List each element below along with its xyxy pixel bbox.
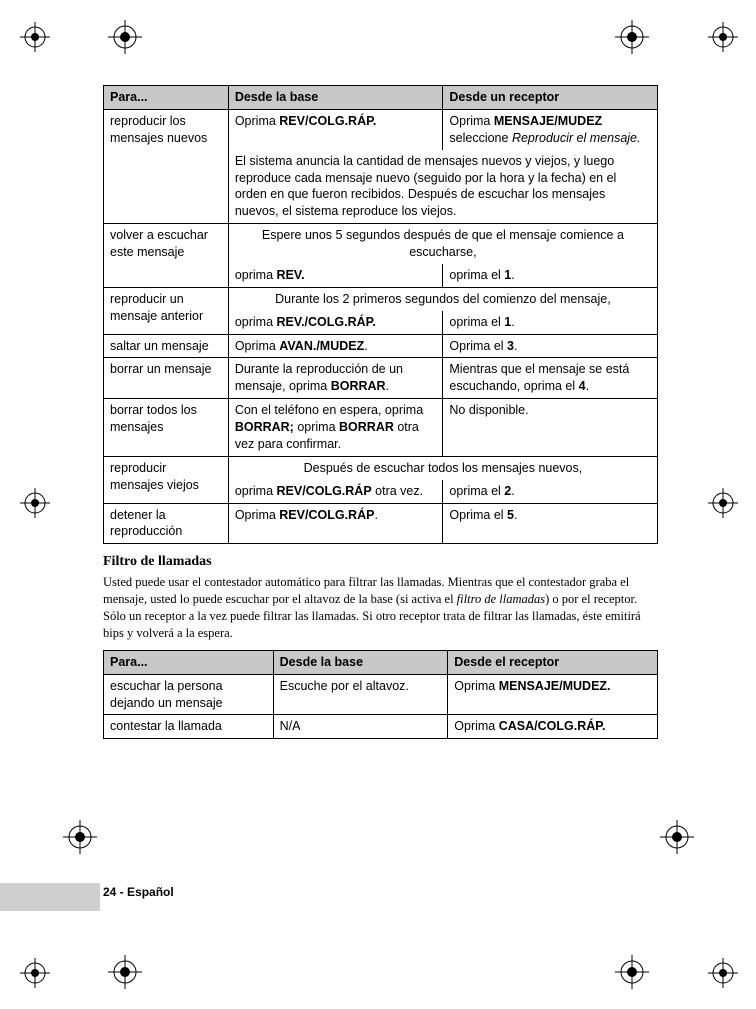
table-row: contestar la llamada N/A Oprima CASA/COL…	[104, 715, 658, 739]
footer-tab	[0, 883, 100, 911]
t2-r2-c3: Oprima CASA/COLG.RÁP.	[448, 715, 658, 739]
t1-header-base: Desde la base	[228, 86, 443, 110]
t2-header-para: Para...	[104, 650, 274, 674]
t1-r6-c1: borrar todos los mensajes	[104, 399, 229, 457]
section-title: Filtro de llamadas	[103, 554, 658, 570]
t1-header-para: Para...	[104, 86, 229, 110]
t1-r3-c1: reproducir un mensaje anterior	[104, 287, 229, 334]
t1-r4-base: Oprima AVAN./MUDEZ.	[228, 334, 443, 358]
reg-mark-mid-inner-left	[63, 820, 97, 854]
table-row: reproducir los mensajes nuevos Oprima RE…	[104, 109, 658, 149]
reg-mark-bot-inner-left	[108, 955, 142, 989]
t1-r2-recv: oprima el 1.	[443, 264, 658, 287]
t1-r2-base: oprima REV.	[228, 264, 443, 287]
table-row: borrar un mensaje Durante la reproducció…	[104, 358, 658, 399]
t1-r4-recv: Oprima el 3.	[443, 334, 658, 358]
t2-r1-c1: escuchar la persona dejando un mensaje	[104, 674, 274, 715]
table-row: volver a escuchar este mensaje Espere un…	[104, 224, 658, 264]
t1-r1-bottom: El sistema anuncia la cantidad de mensaj…	[228, 150, 657, 224]
t1-r1-base: Oprima REV/COLG.RÁP.	[228, 109, 443, 149]
table-row: detener la reproducción Oprima REV/COLG.…	[104, 503, 658, 544]
t1-r1-c1: reproducir los mensajes nuevos	[104, 109, 229, 223]
filter-table: Para... Desde la base Desde el receptor …	[103, 650, 658, 740]
table-row: reproducir mensajes viejos Después de es…	[104, 456, 658, 479]
reg-mark-mid-left	[20, 488, 50, 518]
table-row: saltar un mensaje Oprima AVAN./MUDEZ. Op…	[104, 334, 658, 358]
t1-r8-recv: Oprima el 5.	[443, 503, 658, 544]
t1-r7-recv: oprima el 2.	[443, 480, 658, 503]
t1-r5-recv: Mientras que el mensaje se está escuchan…	[443, 358, 658, 399]
t2-r2-c2: N/A	[273, 715, 448, 739]
t2-r2-c1: contestar la llamada	[104, 715, 274, 739]
reg-mark-top-inner-left	[108, 20, 142, 54]
t1-r3-base: oprima REV./COLG.RÁP.	[228, 311, 443, 334]
t1-header-receptor: Desde un receptor	[443, 86, 658, 110]
table-row: borrar todos los mensajes Con el teléfon…	[104, 399, 658, 457]
t1-r1-recv: Oprima MENSAJE/MUDEZ seleccione Reproduc…	[443, 109, 658, 149]
t1-r7-base: oprima REV/COLG.RÁP otra vez.	[228, 480, 443, 503]
table-row: escuchar la persona dejando un mensaje E…	[104, 674, 658, 715]
reg-mark-top-inner-right	[615, 20, 649, 54]
t1-r7-span: Después de escuchar todos los mensajes n…	[228, 456, 657, 479]
t1-r6-recv: No disponible.	[443, 399, 658, 457]
reg-mark-top-right	[708, 22, 738, 52]
t1-r4-c1: saltar un mensaje	[104, 334, 229, 358]
table-row: reproducir un mensaje anterior Durante l…	[104, 287, 658, 310]
t1-r5-c1: borrar un mensaje	[104, 358, 229, 399]
page-content: Para... Desde la base Desde un receptor …	[103, 85, 658, 749]
reg-mark-bot-inner-right	[615, 955, 649, 989]
t2-header-base: Desde la base	[273, 650, 448, 674]
body-text: Usted puede usar el contestador automáti…	[103, 574, 658, 642]
t2-header-receptor: Desde el receptor	[448, 650, 658, 674]
t1-r8-c1: detener la reproducción	[104, 503, 229, 544]
t1-r3-recv: oprima el 1.	[443, 311, 658, 334]
t1-r2-span: Espere unos 5 segundos después de que el…	[228, 224, 657, 264]
t2-r1-c2: Escuche por el altavoz.	[273, 674, 448, 715]
t2-r1-c3: Oprima MENSAJE/MUDEZ.	[448, 674, 658, 715]
page-footer: 24 - Español	[103, 885, 174, 899]
t1-r8-base: Oprima REV/COLG.RÁP.	[228, 503, 443, 544]
t1-r5-base: Durante la reproducción de un mensaje, o…	[228, 358, 443, 399]
t1-r2-c1: volver a escuchar este mensaje	[104, 224, 229, 288]
t1-r6-base: Con el teléfono en espera, oprima BORRAR…	[228, 399, 443, 457]
reg-mark-mid-right	[708, 488, 738, 518]
reg-mark-bot-right	[708, 958, 738, 988]
t1-r7-c1: reproducir mensajes viejos	[104, 456, 229, 503]
operations-table: Para... Desde la base Desde un receptor …	[103, 85, 658, 544]
reg-mark-mid-inner-right	[660, 820, 694, 854]
reg-mark-top-left	[20, 22, 50, 52]
t1-r3-span: Durante los 2 primeros segundos del comi…	[228, 287, 657, 310]
reg-mark-bot-left	[20, 958, 50, 988]
